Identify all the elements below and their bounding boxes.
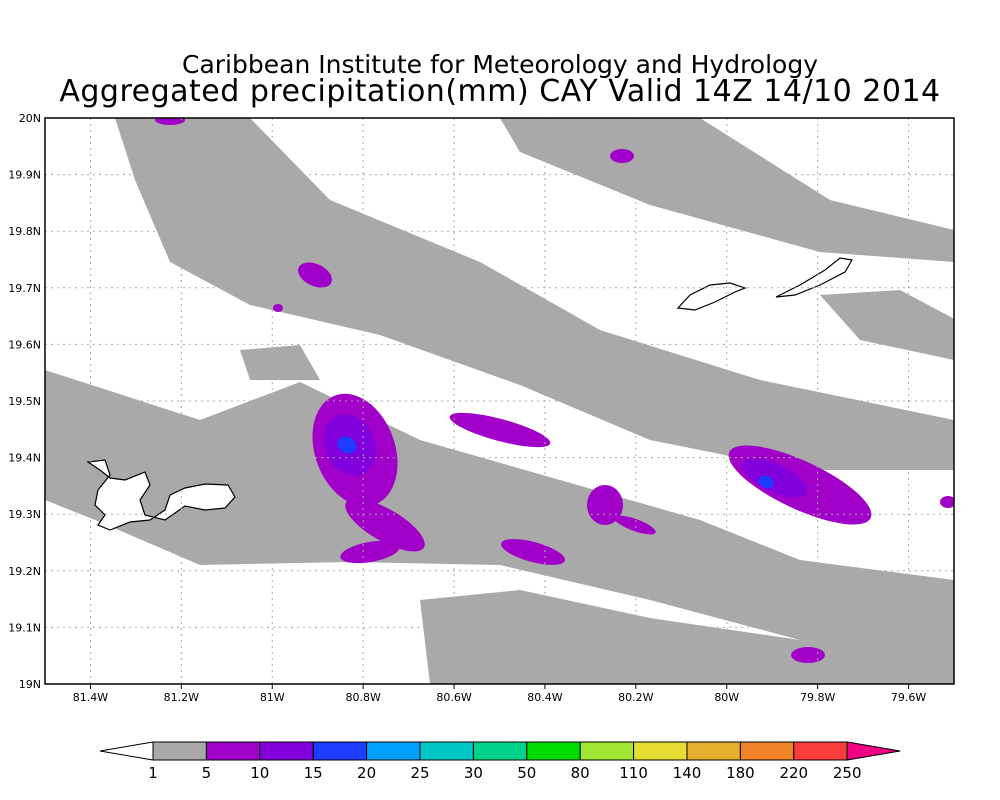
y-tick-label: 19.2N [8, 565, 41, 578]
x-tick-label: 81W [260, 691, 285, 704]
precip-contour-5-10 [155, 118, 185, 125]
island-outline [676, 282, 747, 311]
y-tick-label: 19.1N [8, 621, 41, 634]
colorbar-segment [259, 741, 314, 761]
x-tick-label: 80.6W [436, 691, 471, 704]
x-tick-label: 81.2W [164, 691, 199, 704]
colorbar-label: 110 [619, 764, 648, 782]
precip-contour-5-10 [610, 149, 634, 163]
precip-contour-5-10 [298, 262, 332, 288]
precip-contour-1-5 [240, 345, 320, 380]
colorbar-label: 5 [202, 764, 212, 782]
colorbar-segment [686, 741, 741, 761]
x-tick-label: 79.6W [891, 691, 926, 704]
x-tick-label: 80.2W [618, 691, 653, 704]
colorbar-segment [419, 741, 474, 761]
colorbar-arrow-high [846, 741, 901, 761]
precip-contour-10-15 [742, 458, 808, 498]
colorbar-segment [739, 741, 795, 761]
colorbar-label: 15 [304, 764, 323, 782]
x-tick-label: 79.8W [800, 691, 835, 704]
colorbar-segment [152, 741, 207, 761]
colorbar-segment [579, 741, 635, 761]
x-tick-label: 80.8W [345, 691, 380, 704]
colorbar-label: 10 [250, 764, 269, 782]
y-tick-label: 19.6N [8, 338, 41, 351]
y-tick-label: 19.3N [8, 508, 41, 521]
y-tick-label: 19.5N [8, 395, 41, 408]
colorbar-segment [526, 741, 581, 761]
colorbar-segment [472, 741, 528, 761]
precip-contour-5-10 [501, 539, 565, 565]
colorbar-label: 250 [833, 764, 862, 782]
colorbar-label: 180 [726, 764, 755, 782]
plot-frame [44, 117, 955, 685]
x-tick-label: 80W [714, 691, 739, 704]
institute-title: Caribbean Institute for Meteorology and … [182, 50, 818, 79]
precip-contour-1-5 [60, 400, 160, 455]
y-tick-label: 19.7N [8, 282, 41, 295]
colorbar-label: 1 [148, 764, 158, 782]
precip-contour-1-5 [115, 118, 954, 470]
precip-contour-5-10 [614, 515, 656, 535]
y-tick-label: 20N [19, 112, 41, 125]
colorbar-segment [793, 741, 848, 761]
y-tick-label: 19.4N [8, 452, 41, 465]
island-outline [86, 459, 236, 531]
y-tick-label: 19N [19, 678, 41, 691]
x-tick-label: 80.4W [527, 691, 562, 704]
precip-contour-15-20 [758, 475, 774, 489]
map-title: Aggregated precipitation(mm) CAY Valid 1… [59, 74, 941, 109]
colorbar-label: 140 [673, 764, 702, 782]
precip-contour-1-5 [820, 290, 954, 360]
precip-contour-5-10 [940, 496, 954, 508]
colorbar-segment [205, 741, 261, 761]
colorbar-label: 20 [357, 764, 376, 782]
y-tick-label: 19.9N [8, 169, 41, 182]
precip-contour-5-10 [340, 540, 400, 564]
x-tick-label: 81.4W [73, 691, 108, 704]
colorbar-arrow-low [99, 741, 154, 761]
precip-contour-5-10 [587, 485, 623, 525]
precip-contour-5-10 [449, 412, 551, 448]
colorbar-label: 25 [410, 764, 429, 782]
colorbar-label: 50 [517, 764, 536, 782]
precip-contour-5-10 [345, 498, 425, 552]
colorbar-label: 30 [464, 764, 483, 782]
precip-contour-5-10 [791, 647, 825, 663]
colorbar-label: 80 [571, 764, 590, 782]
precip-layer [45, 118, 954, 684]
y-tick-label: 19.8N [8, 225, 41, 238]
colorbar-segment [366, 741, 421, 761]
colorbar-segment [312, 741, 368, 761]
precip-contour-15-20 [337, 436, 357, 454]
colorbar-label: 220 [779, 764, 808, 782]
colorbar-segment [633, 741, 688, 761]
precip-contour-1-5 [420, 590, 954, 684]
precip-contour-5-10 [273, 304, 283, 312]
island-outline [775, 257, 853, 298]
